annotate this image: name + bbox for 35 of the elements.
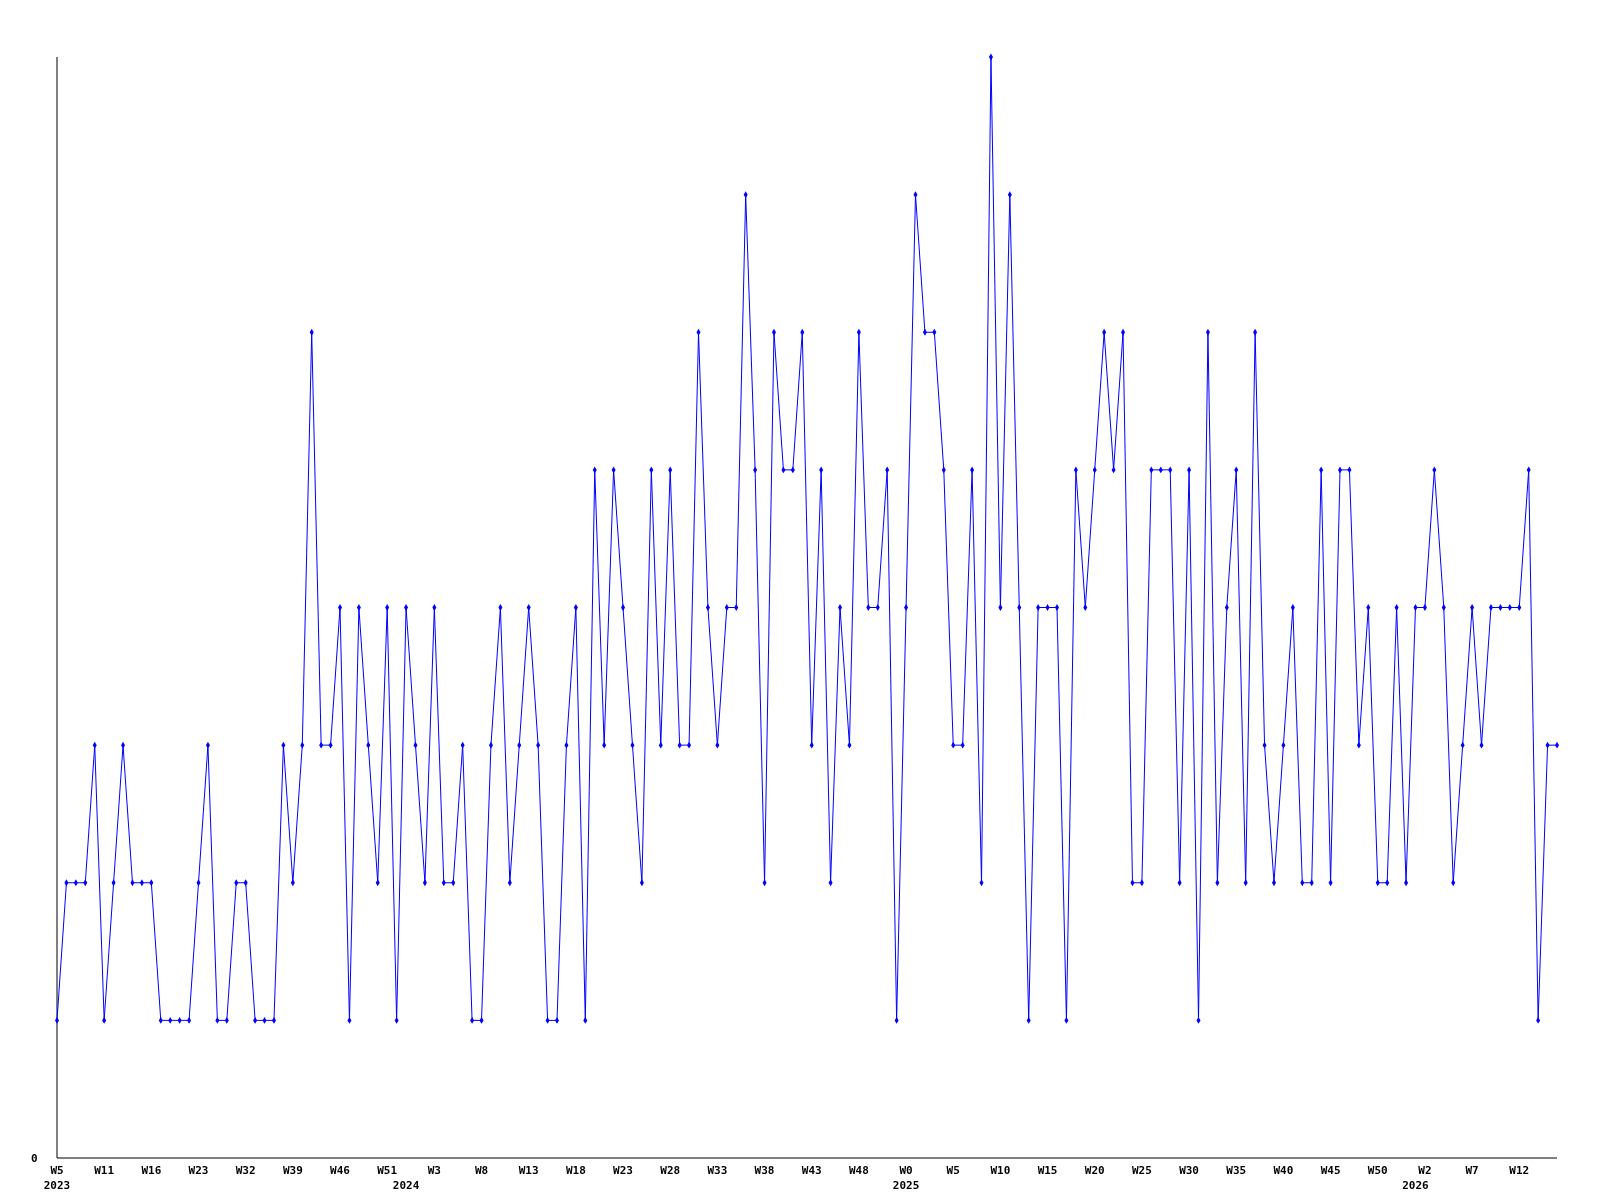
x-tick-label: W50	[1367, 1164, 1388, 1177]
x-tick-label: W13	[518, 1164, 539, 1177]
x-tick-label: W39	[282, 1164, 303, 1177]
x-tick-label: W5	[946, 1164, 960, 1177]
x-tick-label: W43	[801, 1164, 822, 1177]
x-tick-label: W46	[330, 1164, 351, 1177]
x-tick-label: W16	[141, 1164, 162, 1177]
x-tick-label: W30	[1179, 1164, 1200, 1177]
x-tick-label: W25	[1131, 1164, 1152, 1177]
x-tick-label: W11	[94, 1164, 115, 1177]
x-tick-label: W32	[235, 1164, 256, 1177]
x-tick-label: W7	[1465, 1164, 1479, 1177]
x-tick-label: W28	[660, 1164, 681, 1177]
x-tick-label: W3	[427, 1164, 441, 1177]
x-tick-label: 2024	[392, 1179, 420, 1192]
x-tick-label: W51	[377, 1164, 398, 1177]
x-tick-label: W12	[1509, 1164, 1530, 1177]
x-tick-label: W20	[1084, 1164, 1105, 1177]
x-tick-label: W0 2025	[892, 1164, 920, 1192]
x-tick-label: W10	[990, 1164, 1011, 1177]
x-tick-label: W48	[848, 1164, 869, 1177]
x-tick-label: W23	[188, 1164, 209, 1177]
text: 0	[31, 1152, 38, 1165]
x-tick-label: W40	[1273, 1164, 1294, 1177]
x-tick-label: 2026	[1402, 1179, 1430, 1192]
x-tick-label: W18	[565, 1164, 586, 1177]
x-tick-label: W35	[1226, 1164, 1247, 1177]
x-tick-label: W23	[613, 1164, 633, 1177]
x-tick-label: W2	[1418, 1164, 1432, 1177]
x-tick-label: W33	[707, 1164, 728, 1177]
x-tick-label: W38	[754, 1164, 775, 1177]
x-tick-label: W8	[474, 1164, 489, 1177]
x-tick-label: W15	[1037, 1164, 1058, 1177]
x-tick-label: W45	[1320, 1164, 1341, 1177]
x-tick-label: W5 2023	[43, 1164, 71, 1192]
